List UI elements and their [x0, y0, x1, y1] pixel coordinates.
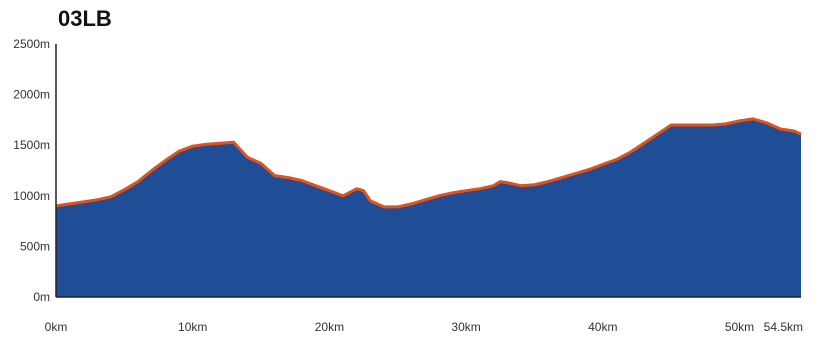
- x-tick-label: 10km: [178, 320, 207, 334]
- y-tick-label: 1000m: [13, 189, 50, 203]
- y-tick-label: 500m: [20, 239, 50, 253]
- elevation-area: [56, 118, 801, 298]
- x-tick-label: 20km: [315, 320, 344, 334]
- y-tick-label: 0m: [33, 290, 50, 304]
- x-axis-tick-labels: 0km 10km 20km 30km 40km 50km 54.5km: [45, 320, 803, 334]
- x-tick-label: 50km: [725, 320, 754, 334]
- x-tick-label: 40km: [588, 320, 617, 334]
- y-tick-label: 2000m: [13, 88, 50, 102]
- y-tick-label: 1500m: [13, 138, 50, 152]
- chart-title: 03LB: [58, 6, 112, 31]
- elevation-line: [55, 117, 802, 209]
- x-tick-label: 54.5km: [764, 320, 803, 334]
- x-tick-label: 30km: [451, 320, 480, 334]
- x-tick-label: 0km: [45, 320, 68, 334]
- y-axis-tick-labels: 0m 500m 1000m 1500m 2000m 2500m: [13, 37, 50, 304]
- y-tick-label: 2500m: [13, 37, 50, 51]
